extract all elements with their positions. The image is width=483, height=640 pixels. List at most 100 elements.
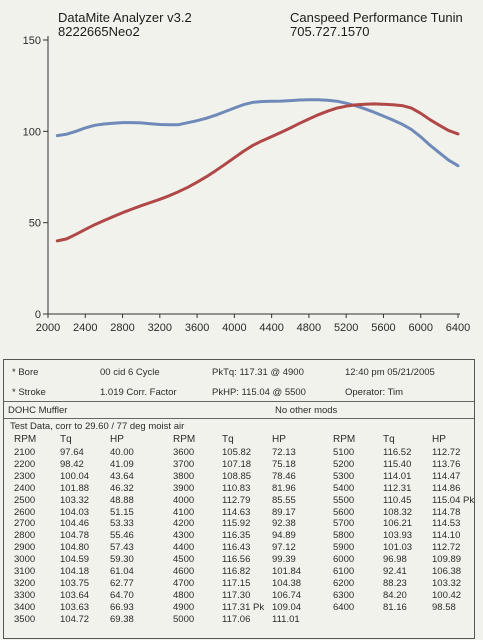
table-cell: 5000 — [173, 613, 195, 625]
table-cell: 103.93 — [383, 530, 413, 542]
table-cell: 84.20 — [383, 589, 407, 601]
table-cell: 6300 — [333, 589, 355, 601]
table-cell: 3700 — [173, 458, 195, 470]
table-cell: 103.32 — [432, 577, 462, 589]
table-cell: 5300 — [333, 470, 355, 482]
table-cell: 97.64 — [60, 447, 84, 458]
table-cell: 112.72 — [432, 542, 461, 554]
table-cell: 110.83 — [222, 482, 251, 494]
table-cell: 81.16 — [383, 601, 407, 613]
table-cell: 116.56 — [222, 554, 251, 566]
shop-phone: 705.727.1570 — [290, 24, 370, 39]
table-cell: 106.74 — [272, 589, 302, 601]
table-cell: 116.35 — [222, 530, 251, 542]
table-cell: 64.70 — [110, 589, 134, 601]
table-cell: 4800 — [173, 589, 195, 601]
y-tick-label: 50 — [29, 218, 41, 230]
table-cell: 99.39 — [272, 554, 296, 566]
torque-series-line — [55, 98, 460, 168]
run-id: 8222665Neo2 — [58, 24, 140, 39]
x-tick-label: 5200 — [334, 322, 358, 334]
divider — [3, 418, 474, 419]
x-tick-label: 2800 — [110, 322, 134, 334]
vehicle-note: DOHC Muffler — [8, 405, 68, 416]
table-cell: 117.06 — [222, 613, 251, 625]
table-cell: 69.38 — [110, 613, 134, 625]
table-cell: 111.01 — [272, 613, 300, 625]
operator: Operator: Tim — [345, 387, 404, 398]
table-cell: 104.46 — [60, 518, 90, 530]
table-cell: 5500 — [333, 494, 355, 506]
table-cell: 101.03 — [383, 542, 413, 554]
table-cell: 117.15 — [222, 577, 251, 589]
table-cell: 116.43 — [222, 542, 251, 554]
table-cell: 4900 — [173, 601, 195, 613]
table-cell: 105.82 — [222, 447, 252, 458]
x-tick-label: 5600 — [371, 322, 395, 334]
table-cell: 5900 — [333, 542, 355, 554]
table-cell: 94.89 — [272, 530, 296, 542]
table-cell: 5800 — [333, 530, 355, 542]
table-cell: 98.42 — [60, 458, 84, 470]
table-cell: 41.09 — [110, 458, 134, 470]
table-cell: 98.58 — [432, 601, 456, 613]
column-header: RPM — [173, 434, 196, 445]
column-header: HP — [432, 434, 446, 445]
table-cell: 104.78 — [60, 530, 90, 542]
peak-hp: PkHP: 115.04 @ 5500 — [212, 387, 306, 398]
table-cell: 103.75 — [60, 577, 90, 589]
shop-name: Canspeed Performance Tunin — [290, 10, 463, 25]
table-cell: 40.00 — [110, 447, 134, 458]
table-cell: 6400 — [333, 601, 355, 613]
table-cell: 78.46 — [272, 470, 296, 482]
table-cell: 114.86 — [432, 482, 461, 494]
table-cell: 3200 — [14, 577, 36, 589]
table-cell: 2300 — [14, 470, 36, 482]
dyno-chart: 0 50 100 150 2000 2400 2800 3200 3600 4000 4400 480… — [23, 35, 471, 334]
table-cell: 2500 — [14, 494, 36, 506]
y-tick-label: 150 — [23, 35, 41, 47]
table-cell: 5600 — [333, 506, 355, 518]
table-cell: 59.30 — [110, 554, 134, 566]
table-cell: 115.40 — [383, 458, 412, 470]
table-cell: 103.64 — [60, 589, 90, 601]
table-cell: 53.33 — [110, 518, 134, 530]
spec-table-frame — [3, 359, 475, 639]
table-cell: 116.82 — [222, 566, 251, 577]
table-cell: 4200 — [173, 518, 195, 530]
table-cell: 104.72 — [60, 613, 90, 625]
x-tick-label: 6000 — [408, 322, 432, 334]
table-cell: 115.04 Pk — [432, 494, 475, 506]
table-cell: 66.93 — [110, 601, 134, 613]
table-cell: 55.46 — [110, 530, 134, 542]
column-header: HP — [110, 434, 124, 445]
mods-note: No other mods — [275, 405, 338, 416]
table-cell: 46.32 — [110, 482, 134, 494]
table-cell: 103.32 — [60, 494, 90, 506]
table-cell: 103.63 — [60, 601, 90, 613]
test-datetime: 12:40 pm 05/21/2005 — [345, 367, 435, 378]
table-cell: 72.13 — [272, 447, 296, 458]
table-cell: 4100 — [173, 506, 195, 518]
table-cell: 116.52 — [383, 447, 412, 458]
y-tick-label: 100 — [23, 126, 41, 138]
table-cell: 3500 — [14, 613, 36, 625]
table-cell: 75.18 — [272, 458, 296, 470]
table-cell: 114.63 — [222, 506, 251, 518]
table-cell: 4400 — [173, 542, 195, 554]
table-cell: 2900 — [14, 542, 36, 554]
table-cell: 101.88 — [60, 482, 90, 494]
table-cell: 3800 — [173, 470, 195, 482]
x-tick-label: 3600 — [185, 322, 209, 334]
table-cell: 2100 — [14, 447, 36, 458]
test-conditions: Test Data, corr to 29.60 / 77 deg moist … — [10, 421, 185, 432]
table-cell: 112.31 — [383, 482, 412, 494]
table-cell: 4300 — [173, 530, 195, 542]
x-tick-label: 2400 — [73, 322, 97, 334]
table-cell: 114.47 — [432, 470, 461, 482]
table-cell: 2700 — [14, 518, 36, 530]
column-header: RPM — [333, 434, 356, 445]
table-cell: 92.38 — [272, 518, 296, 530]
peak-torque: PkTq: 117.31 @ 4900 — [212, 367, 304, 378]
